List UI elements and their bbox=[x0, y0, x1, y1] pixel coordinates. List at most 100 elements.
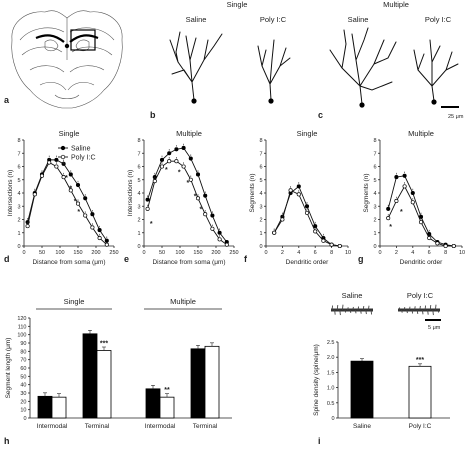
y-tick-label: 3 bbox=[373, 204, 376, 210]
y-axis-label: Segments (n) bbox=[249, 173, 256, 212]
neuron-tracing-polyic-multiple bbox=[413, 39, 459, 105]
spine bbox=[419, 305, 421, 311]
neuron-label-saline-single: Saline bbox=[186, 15, 207, 24]
data-point bbox=[224, 242, 229, 247]
y-tick-label: 1.5 bbox=[327, 370, 335, 376]
data-point bbox=[68, 172, 73, 177]
data-point bbox=[61, 175, 66, 180]
neuron-label-saline-multiple: Saline bbox=[348, 15, 369, 24]
x-category-label: Poly I:C bbox=[409, 423, 432, 430]
data-point bbox=[159, 157, 165, 162]
data-point bbox=[181, 145, 186, 151]
significance-marker: * bbox=[165, 167, 168, 174]
data-point bbox=[54, 164, 59, 169]
y-tick-label: 0 bbox=[331, 416, 334, 422]
data-point bbox=[39, 173, 45, 178]
y-tick-label: 1 bbox=[137, 231, 140, 237]
legend-entry: Saline bbox=[71, 145, 91, 152]
data-point bbox=[386, 206, 391, 211]
data-point bbox=[181, 164, 186, 169]
bar-polyic bbox=[204, 345, 220, 419]
significance-marker: * bbox=[178, 169, 181, 176]
chart-title: Multiple bbox=[176, 129, 202, 138]
y-tick-label: 110 bbox=[18, 324, 27, 330]
data-point bbox=[188, 156, 193, 161]
scale-bar-spines-label: 5 μm bbox=[428, 325, 441, 331]
data-point bbox=[427, 236, 432, 241]
group-label: Single bbox=[64, 297, 85, 306]
brain-section-illustration bbox=[11, 10, 123, 109]
bar-polyic bbox=[159, 396, 175, 419]
significance-marker: * bbox=[389, 224, 392, 231]
bar-polyic bbox=[96, 350, 112, 419]
panel-label-a: a bbox=[4, 95, 10, 105]
y-tick-label: 1 bbox=[17, 231, 20, 237]
data-point bbox=[217, 237, 222, 242]
series-line-polyic bbox=[273, 189, 340, 247]
y-tick-label: 0 bbox=[17, 244, 20, 250]
bar-saline bbox=[37, 395, 53, 419]
panel-label-f: f bbox=[244, 254, 248, 264]
y-tick-label: 4 bbox=[373, 191, 376, 197]
y-tick-label: 50 bbox=[20, 374, 26, 380]
data-point bbox=[195, 196, 201, 201]
spine bbox=[411, 309, 414, 314]
line-chart-d: Single 0 50 100 150 200 250 0 1 2 3 4 5 6 7 8 Distance f… bbox=[7, 129, 119, 266]
data-point bbox=[410, 200, 415, 205]
data-point bbox=[25, 224, 30, 229]
spine bbox=[354, 309, 357, 314]
y-tick-label: 10 bbox=[20, 408, 26, 414]
x-tick-label: 150 bbox=[73, 250, 82, 256]
y-tick-label: 0.5 bbox=[327, 401, 335, 407]
data-point bbox=[394, 198, 399, 204]
spine bbox=[344, 309, 347, 313]
data-point bbox=[83, 196, 88, 201]
y-tick-label: 120 bbox=[17, 316, 26, 322]
series-line-saline bbox=[387, 175, 454, 247]
y-tick-label: 2 bbox=[373, 218, 376, 224]
chart-title: Single bbox=[297, 129, 318, 138]
significance-marker: * bbox=[62, 162, 65, 169]
data-point bbox=[152, 179, 157, 184]
line-chart-e: Multiple 0 50 100 150 200 250 0 1 2 3 4 5 6 7 8 Distance… bbox=[127, 129, 239, 266]
y-tick-label: 6 bbox=[373, 165, 376, 171]
x-tick-label: 50 bbox=[39, 250, 45, 256]
data-point bbox=[329, 242, 334, 247]
x-tick-label: 0 bbox=[22, 250, 25, 256]
x-category-label: Intermodal bbox=[37, 423, 68, 430]
bar-polyic bbox=[408, 365, 432, 419]
significance-marker: * bbox=[77, 209, 80, 216]
y-axis-label: Intersections (n) bbox=[7, 170, 14, 217]
y-tick-label: 5 bbox=[17, 178, 20, 184]
spine bbox=[357, 306, 360, 311]
significance-marker: * bbox=[194, 193, 197, 200]
series-line-saline bbox=[27, 159, 108, 241]
spine bbox=[427, 309, 429, 315]
y-tick-label: 1 bbox=[373, 231, 376, 237]
spine bbox=[352, 306, 354, 311]
x-tick-label: 10 bbox=[345, 250, 351, 256]
spine bbox=[401, 309, 403, 313]
data-point bbox=[410, 190, 415, 196]
x-tick-label: 200 bbox=[91, 250, 100, 256]
y-tick-label: 5 bbox=[373, 178, 376, 184]
x-tick-label: 250 bbox=[229, 250, 238, 256]
x-tick-label: 100 bbox=[55, 250, 64, 256]
legend-entry: Poly I:C bbox=[71, 154, 96, 161]
y-tick-label: 4 bbox=[259, 191, 262, 197]
x-tick-label: 50 bbox=[159, 250, 165, 256]
neuron-label-polyic-single: Poly I:C bbox=[260, 15, 287, 24]
y-axis-label: Intersections (n) bbox=[127, 170, 134, 217]
y-axis-label: Segments (n) bbox=[363, 173, 370, 212]
data-point bbox=[90, 212, 95, 217]
data-point bbox=[435, 241, 440, 246]
series-line-polyic bbox=[27, 161, 108, 246]
y-tick-label: 40 bbox=[20, 383, 26, 389]
y-tick-label: 7 bbox=[17, 151, 20, 157]
data-point bbox=[32, 192, 37, 197]
x-axis-label: Dendritic order bbox=[286, 259, 329, 266]
data-point bbox=[145, 206, 150, 211]
spine bbox=[414, 306, 416, 311]
data-point bbox=[280, 217, 285, 222]
